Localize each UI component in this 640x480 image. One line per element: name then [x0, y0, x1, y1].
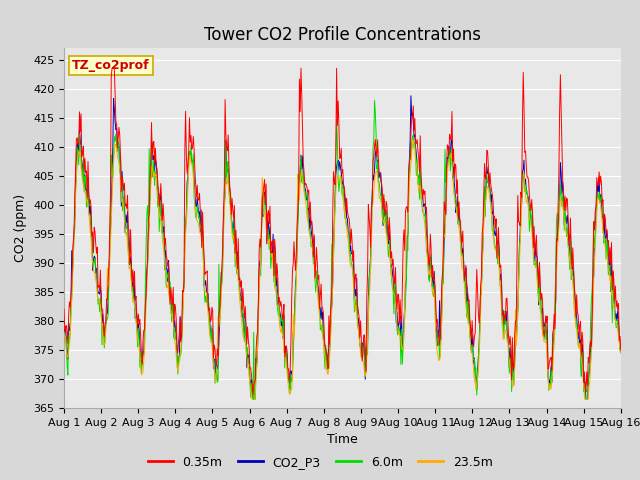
Y-axis label: CO2 (ppm): CO2 (ppm) — [15, 194, 28, 262]
Legend: 0.35m, CO2_P3, 6.0m, 23.5m: 0.35m, CO2_P3, 6.0m, 23.5m — [143, 451, 497, 474]
X-axis label: Time: Time — [327, 433, 358, 446]
Text: TZ_co2prof: TZ_co2prof — [72, 59, 150, 72]
Title: Tower CO2 Profile Concentrations: Tower CO2 Profile Concentrations — [204, 25, 481, 44]
